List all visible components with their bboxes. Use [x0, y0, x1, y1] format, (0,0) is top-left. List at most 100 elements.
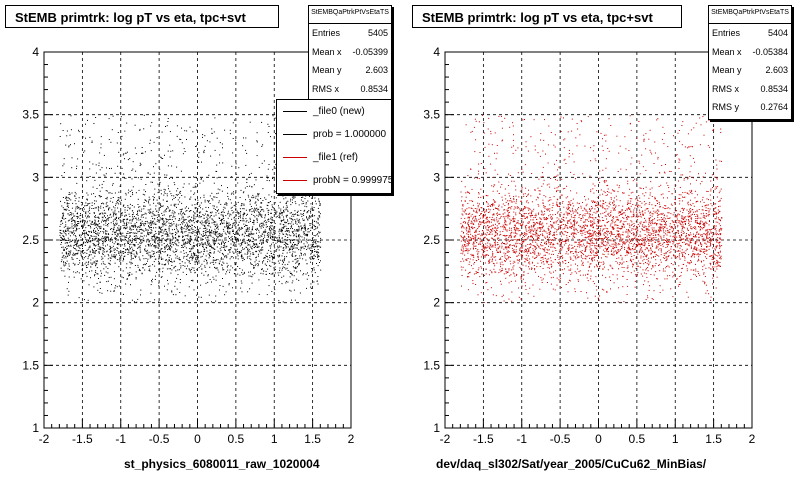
data-point — [118, 218, 119, 220]
data-point — [282, 233, 284, 235]
data-point — [107, 215, 108, 217]
data-point — [507, 246, 509, 248]
data-point — [702, 209, 704, 211]
data-point — [227, 210, 229, 212]
data-point — [220, 223, 221, 225]
data-point — [190, 225, 191, 227]
data-point — [237, 224, 239, 226]
data-point — [308, 275, 310, 277]
data-point — [63, 172, 65, 173]
data-point — [80, 252, 82, 254]
data-point — [133, 217, 135, 219]
data-point — [163, 264, 165, 266]
data-point — [278, 205, 279, 207]
data-point — [218, 262, 220, 264]
data-point — [127, 218, 129, 220]
data-point — [125, 283, 127, 285]
data-point — [60, 230, 62, 231]
data-point — [204, 242, 206, 244]
data-point — [187, 254, 189, 255]
data-point — [298, 225, 299, 227]
data-point — [676, 250, 678, 252]
data-point — [200, 216, 202, 218]
data-point — [125, 223, 127, 224]
data-point — [246, 225, 248, 227]
data-point — [90, 259, 92, 261]
data-point — [277, 272, 279, 274]
data-point — [79, 259, 81, 261]
data-point — [275, 212, 277, 214]
data-point — [61, 220, 63, 222]
data-point — [150, 222, 152, 224]
data-point — [270, 245, 272, 247]
data-point — [163, 188, 165, 190]
data-point — [701, 246, 702, 247]
data-point — [293, 275, 295, 277]
data-point — [278, 229, 280, 231]
data-point — [197, 260, 199, 262]
data-point — [144, 205, 146, 207]
data-point — [291, 282, 293, 284]
stats-label: Entries — [312, 28, 341, 38]
data-point — [156, 271, 158, 273]
data-point — [60, 232, 62, 234]
data-point — [225, 215, 227, 217]
data-point — [234, 234, 236, 235]
data-point — [684, 227, 686, 229]
data-point — [164, 223, 166, 225]
data-point — [155, 275, 156, 277]
data-point — [94, 219, 96, 221]
data-point — [90, 225, 91, 227]
data-point — [532, 219, 534, 221]
data-point — [682, 209, 684, 211]
data-point — [304, 253, 306, 255]
data-point — [193, 218, 195, 220]
data-point — [217, 237, 219, 239]
data-point — [551, 239, 553, 241]
data-point — [235, 269, 237, 271]
data-point — [534, 249, 536, 251]
data-point — [237, 251, 238, 253]
data-point — [242, 217, 244, 219]
data-point — [118, 211, 120, 213]
data-point — [181, 209, 182, 211]
data-point — [154, 218, 156, 220]
data-point — [641, 247, 643, 249]
data-point — [234, 219, 236, 221]
data-point — [260, 235, 262, 237]
data-point — [89, 237, 91, 239]
data-point — [83, 230, 85, 232]
data-point — [133, 206, 135, 208]
data-point — [116, 286, 118, 288]
data-point — [95, 271, 97, 273]
data-point — [136, 236, 138, 238]
right-histogram-panel: -2 -1.5 -1 -0.5 0 0.5 1 1.5 2 1 1.5 2 2.5 3 3.5 4 StEMB… — [400, 0, 800, 480]
data-point — [129, 244, 131, 246]
data-point — [320, 246, 322, 248]
data-point — [206, 221, 208, 223]
data-point — [488, 221, 490, 222]
data-point — [126, 122, 128, 124]
data-point — [76, 221, 78, 222]
data-point — [161, 241, 163, 243]
data-point — [188, 226, 190, 228]
data-point — [204, 232, 206, 234]
data-point — [101, 292, 103, 294]
data-point — [308, 244, 310, 246]
data-point — [316, 280, 318, 282]
data-point — [232, 223, 234, 225]
data-point — [507, 210, 509, 211]
data-point — [575, 241, 577, 243]
data-point — [182, 186, 184, 188]
data-point — [305, 195, 307, 197]
data-point — [232, 245, 234, 247]
data-point — [125, 153, 127, 154]
data-point — [164, 264, 166, 266]
data-point — [285, 243, 287, 244]
data-point — [176, 166, 178, 168]
data-point — [614, 241, 616, 243]
data-point — [139, 225, 141, 227]
data-point — [103, 221, 105, 222]
data-point — [320, 269, 322, 271]
data-point — [263, 257, 265, 258]
